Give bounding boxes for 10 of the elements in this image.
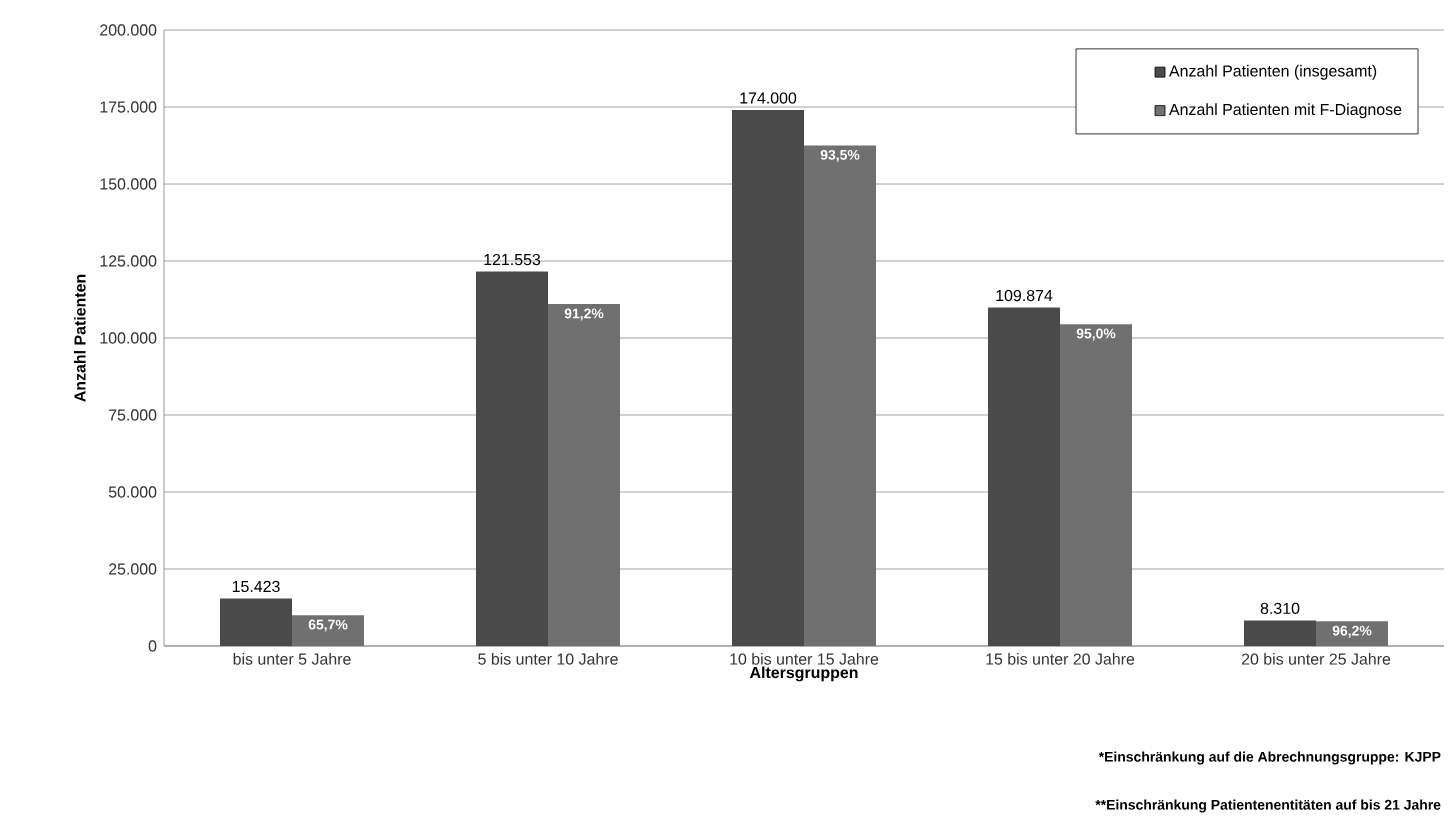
bar xyxy=(988,307,1061,646)
bar xyxy=(1316,621,1389,646)
bar xyxy=(1060,324,1133,646)
bar xyxy=(548,304,621,646)
bar xyxy=(1244,620,1317,646)
bar xyxy=(292,615,365,646)
bar xyxy=(220,598,293,646)
bar xyxy=(804,145,877,646)
bar xyxy=(732,110,805,646)
bar xyxy=(476,271,549,646)
